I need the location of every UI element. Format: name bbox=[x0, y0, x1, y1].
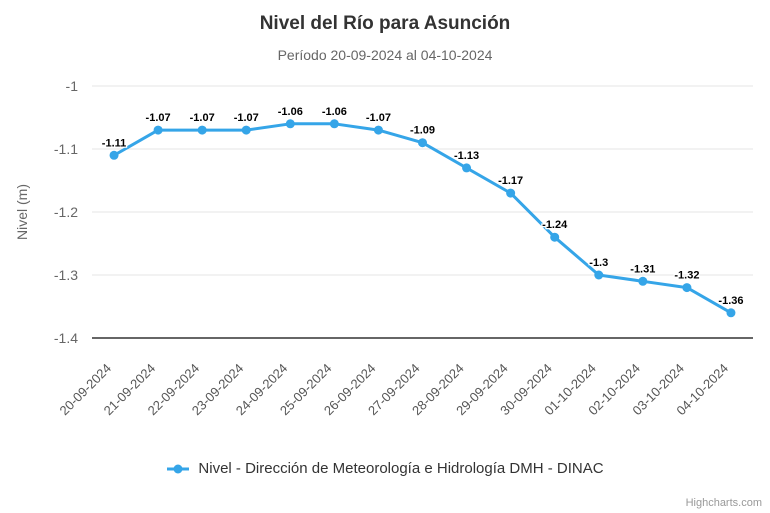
data-label: -1.09 bbox=[410, 125, 435, 137]
data-point[interactable] bbox=[726, 308, 736, 318]
data-point[interactable] bbox=[594, 270, 604, 280]
data-label: -1.32 bbox=[674, 270, 699, 282]
data-point[interactable] bbox=[506, 188, 516, 198]
data-point[interactable] bbox=[329, 119, 339, 129]
data-point[interactable] bbox=[682, 283, 692, 293]
data-label: -1.07 bbox=[146, 112, 171, 124]
data-point[interactable] bbox=[462, 163, 472, 173]
data-label: -1.13 bbox=[454, 150, 479, 162]
data-label: -1.07 bbox=[234, 112, 259, 124]
data-point[interactable] bbox=[153, 125, 163, 135]
data-label: -1.17 bbox=[498, 175, 523, 187]
data-label: -1.06 bbox=[278, 106, 303, 118]
data-label: -1.36 bbox=[718, 295, 743, 307]
data-label: -1.31 bbox=[630, 263, 655, 275]
chart-title: Nivel del Río para Asunción bbox=[259, 13, 511, 34]
data-label: -1.11 bbox=[102, 137, 126, 149]
y-axis-tick-label: -1.3 bbox=[54, 267, 78, 283]
y-axis-tick-label: -1.4 bbox=[54, 330, 78, 346]
highcharts-credits-link[interactable]: Highcharts.com bbox=[685, 497, 762, 509]
y-axis-title: Nivel (m) bbox=[14, 184, 30, 240]
legend-label: Nivel - Dirección de Meteorología e Hidr… bbox=[198, 460, 604, 477]
series-line[interactable] bbox=[112, 122, 733, 315]
data-label: -1.06 bbox=[322, 106, 347, 118]
data-point[interactable] bbox=[197, 125, 207, 135]
y-axis-tick-label: -1 bbox=[66, 78, 79, 94]
data-point[interactable] bbox=[109, 150, 119, 160]
data-label: -1.24 bbox=[542, 219, 568, 231]
legend-item[interactable]: Nivel - Dirección de Meteorología e Hidr… bbox=[0, 460, 770, 477]
y-axis-tick-label: -1.1 bbox=[54, 141, 78, 157]
legend-series-marker-icon bbox=[166, 462, 190, 476]
data-label: -1.07 bbox=[190, 112, 215, 124]
chart-subtitle: Período 20-09-2024 al 04-10-2024 bbox=[277, 47, 493, 63]
data-point[interactable] bbox=[550, 232, 560, 242]
data-label: -1.07 bbox=[366, 112, 391, 124]
data-point[interactable] bbox=[373, 125, 383, 135]
data-label: -1.3 bbox=[589, 257, 608, 269]
data-point[interactable] bbox=[285, 119, 295, 129]
data-point[interactable] bbox=[418, 138, 427, 148]
data-point[interactable] bbox=[638, 276, 648, 286]
data-point[interactable] bbox=[241, 125, 251, 135]
y-axis-tick-label: -1.2 bbox=[54, 204, 78, 220]
